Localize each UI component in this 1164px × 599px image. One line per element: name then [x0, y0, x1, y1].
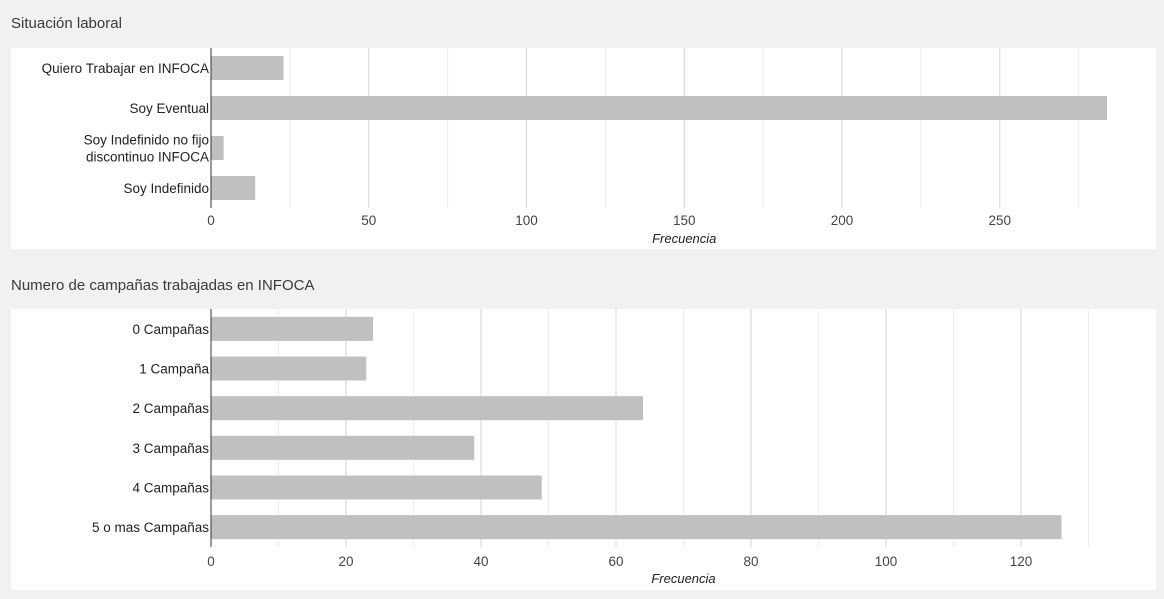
x-tick-label: 200 [831, 213, 854, 228]
bar[interactable] [211, 356, 367, 381]
category-label: Quiero Trabajar en INFOCA [42, 61, 209, 76]
x-axis-title: Frecuencia [651, 571, 715, 586]
category-label: 2 Campañas [132, 401, 209, 416]
bar[interactable] [211, 136, 224, 160]
x-tick-label: 60 [608, 554, 623, 569]
x-tick-label: 120 [1010, 554, 1033, 569]
x-tick-label: 20 [338, 554, 353, 569]
category-label: Soy Indefinido no fijo [84, 133, 209, 148]
chart-2-panel: 0 Campañas 1 Campaña 2 Campañas 3 Campañas 4… [11, 309, 1156, 590]
bar[interactable] [211, 396, 643, 421]
x-tick-label: 50 [361, 213, 376, 228]
bar[interactable] [211, 316, 373, 341]
category-label: 0 Campañas [132, 322, 209, 337]
x-tick-label: 100 [515, 213, 538, 228]
category-label: 3 Campañas [132, 441, 209, 456]
category-label: 5 o mas Campañas [92, 520, 209, 535]
x-tick-label: 150 [673, 213, 696, 228]
bar[interactable] [211, 475, 542, 500]
chart-2-title: Numero de campañas trabajadas en INFOCA [11, 277, 315, 294]
category-label: discontinuo INFOCA [86, 150, 209, 165]
bar[interactable] [211, 515, 1062, 540]
chart-1-title: Situación laboral [11, 15, 122, 32]
category-label: 1 Campaña [139, 362, 209, 377]
chart-1-panel: Quiero Trabajar en INFOCA Soy Eventual Soy… [11, 48, 1156, 249]
x-axis-title: Frecuencia [652, 231, 716, 246]
category-label: Soy Eventual [129, 101, 209, 116]
bar[interactable] [211, 176, 256, 200]
bar[interactable] [211, 435, 475, 460]
category-label: Soy Indefinido [123, 181, 209, 196]
x-tick-label: 80 [743, 554, 758, 569]
x-tick-label: 0 [207, 213, 215, 228]
category-label: 4 Campañas [132, 481, 209, 496]
x-tick-label: 40 [473, 554, 488, 569]
chart-2-svg: 0 Campañas 1 Campaña 2 Campañas 3 Campañas 4… [92, 309, 1089, 586]
x-tick-label: 0 [207, 554, 215, 569]
chart-1-svg: Quiero Trabajar en INFOCA Soy Eventual Soy… [42, 48, 1108, 246]
x-tick-label: 250 [988, 213, 1011, 228]
bar[interactable] [211, 96, 1108, 120]
x-tick-label: 100 [875, 554, 898, 569]
bar[interactable] [211, 56, 284, 80]
